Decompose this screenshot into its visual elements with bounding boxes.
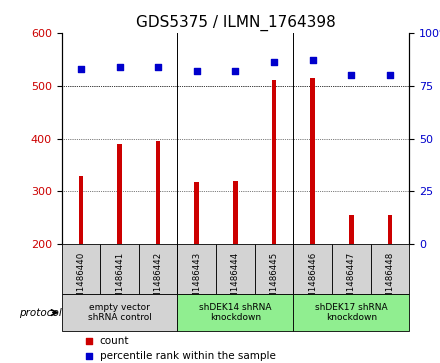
- Text: empty vector
shRNA control: empty vector shRNA control: [88, 303, 151, 322]
- Title: GDS5375 / ILMN_1764398: GDS5375 / ILMN_1764398: [136, 15, 335, 31]
- Text: GSM1486440: GSM1486440: [77, 252, 85, 310]
- Point: [154, 64, 161, 69]
- Point: [193, 68, 200, 74]
- Text: GSM1486447: GSM1486447: [347, 252, 356, 310]
- Point: [232, 68, 239, 74]
- Text: GSM1486445: GSM1486445: [270, 252, 279, 310]
- Text: shDEK14 shRNA
knockdown: shDEK14 shRNA knockdown: [199, 303, 271, 322]
- Text: GSM1486443: GSM1486443: [192, 252, 201, 310]
- Bar: [233, 181, 238, 244]
- Point: [116, 64, 123, 69]
- Text: GSM1486441: GSM1486441: [115, 252, 124, 310]
- Bar: [156, 141, 161, 244]
- Bar: [194, 182, 199, 244]
- Text: GSM1486444: GSM1486444: [231, 252, 240, 310]
- Bar: [216, 244, 255, 294]
- Bar: [349, 215, 354, 244]
- Bar: [332, 244, 370, 294]
- Bar: [177, 294, 293, 331]
- Bar: [370, 244, 409, 294]
- Bar: [177, 244, 216, 294]
- Bar: [79, 176, 83, 244]
- Point: [86, 353, 93, 359]
- Point: [77, 66, 84, 72]
- Text: shDEK17 shRNA
knockdown: shDEK17 shRNA knockdown: [315, 303, 388, 322]
- Point: [386, 72, 393, 78]
- Bar: [293, 294, 409, 331]
- Text: GSM1486448: GSM1486448: [385, 252, 394, 310]
- Bar: [293, 244, 332, 294]
- Point: [86, 338, 93, 344]
- Bar: [117, 144, 122, 244]
- Text: count: count: [100, 336, 129, 346]
- Bar: [255, 244, 293, 294]
- Point: [309, 57, 316, 63]
- Text: percentile rank within the sample: percentile rank within the sample: [100, 351, 276, 361]
- Text: GSM1486442: GSM1486442: [154, 252, 163, 310]
- Text: protocol: protocol: [19, 307, 62, 318]
- Bar: [272, 80, 276, 244]
- Point: [348, 72, 355, 78]
- Bar: [62, 294, 177, 331]
- Bar: [100, 244, 139, 294]
- Text: GSM1486446: GSM1486446: [308, 252, 317, 310]
- Bar: [310, 78, 315, 244]
- Bar: [388, 215, 392, 244]
- Bar: [62, 244, 100, 294]
- Point: [271, 60, 278, 65]
- Bar: [139, 244, 177, 294]
